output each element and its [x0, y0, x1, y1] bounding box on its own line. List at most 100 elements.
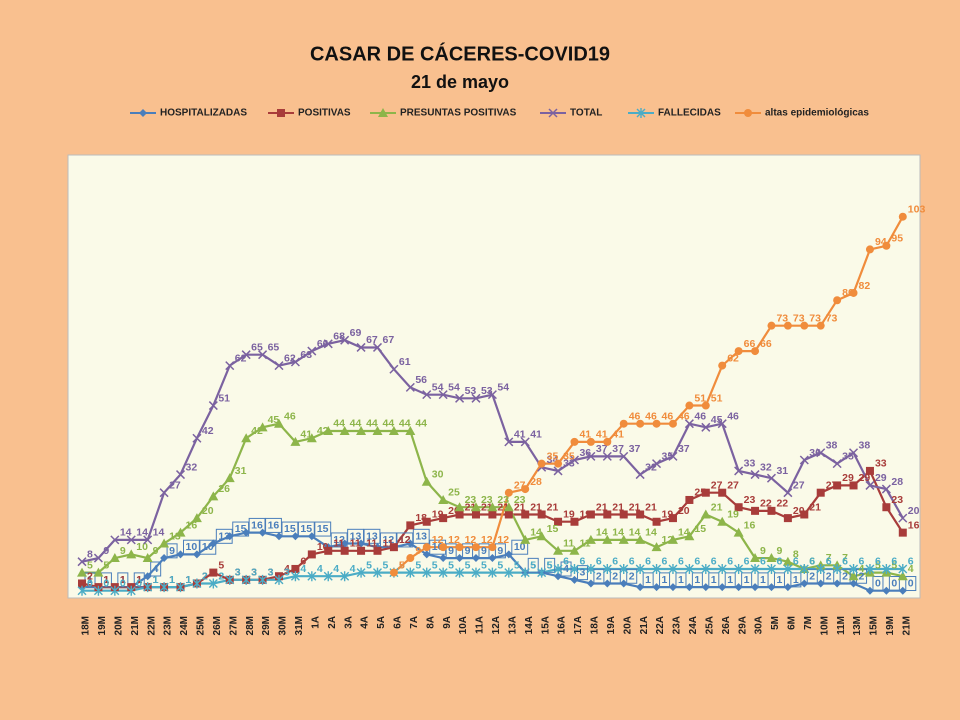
data-label: 2	[842, 570, 848, 582]
x-tick-label: 13M	[852, 616, 863, 635]
data-point	[356, 342, 366, 352]
x-tick-label: 5A	[376, 616, 387, 629]
data-label: 19	[662, 509, 674, 521]
data-point	[471, 393, 481, 403]
data-label: 20	[793, 505, 805, 517]
data-label: 10	[514, 541, 526, 553]
x-tick-label: 31M	[294, 616, 305, 635]
data-point	[258, 528, 267, 537]
data-label: 18	[415, 512, 427, 524]
data-point	[406, 539, 415, 548]
x-tick-label: 10M	[819, 616, 830, 635]
data-point	[667, 534, 678, 544]
data-point	[750, 563, 760, 574]
data-label-box	[593, 568, 605, 584]
data-label: 6	[727, 556, 733, 568]
data-label-box	[773, 572, 785, 588]
data-point	[225, 532, 234, 541]
data-label-box	[183, 539, 200, 555]
x-tick-label: 20M	[113, 616, 124, 635]
data-label: 9	[465, 545, 471, 557]
data-point	[405, 567, 415, 578]
data-point	[684, 563, 694, 574]
data-point	[77, 557, 87, 567]
data-label: 32	[645, 461, 657, 473]
data-label-box	[297, 521, 315, 537]
data-label: 46	[645, 410, 657, 422]
data-point	[767, 583, 776, 592]
data-label: 19	[563, 509, 575, 521]
data-label: 31	[776, 465, 788, 477]
data-label: 45	[711, 414, 723, 426]
data-point	[833, 579, 842, 588]
data-label: 29	[875, 472, 887, 484]
x-tick-label: 27M	[228, 616, 239, 635]
data-label: 3	[235, 567, 241, 579]
data-label: 1	[662, 574, 668, 586]
data-label: 2	[596, 570, 602, 582]
data-label-box	[790, 572, 802, 588]
data-label-box	[757, 572, 769, 588]
data-label: 65	[251, 341, 263, 353]
data-point	[274, 361, 284, 371]
data-label: 21	[530, 501, 542, 513]
data-label: 3	[251, 567, 257, 579]
data-point	[389, 568, 398, 577]
chart-subtitle: 21 de mayo	[411, 72, 509, 92]
data-label: 5	[514, 559, 520, 571]
data-point	[833, 296, 842, 305]
data-point	[257, 422, 268, 432]
data-label: 1	[103, 574, 109, 586]
x-tick-label: 9A	[442, 616, 453, 629]
data-label: 10	[186, 541, 198, 553]
data-point	[258, 574, 268, 585]
data-point	[388, 425, 399, 435]
data-point	[504, 437, 514, 447]
data-point	[603, 579, 612, 588]
data-label-box	[609, 568, 621, 584]
data-label: 82	[859, 280, 871, 292]
data-label-box	[708, 572, 720, 588]
data-label: 5	[530, 559, 536, 571]
data-point	[554, 517, 563, 526]
data-label: 6	[859, 556, 865, 568]
data-label: 5	[547, 559, 553, 571]
data-label: 44	[333, 418, 345, 430]
data-label-box	[741, 572, 753, 588]
data-label-box	[166, 543, 178, 559]
data-label: 6	[579, 556, 585, 568]
data-point	[537, 510, 546, 519]
data-label: 19	[727, 509, 739, 521]
x-tick-label: 16A	[557, 616, 568, 634]
data-label: 73	[776, 312, 788, 324]
data-label: 12	[481, 534, 493, 546]
data-point	[684, 531, 695, 541]
data-point	[520, 534, 531, 544]
data-point	[734, 503, 743, 512]
data-point	[652, 563, 662, 574]
data-point	[619, 510, 628, 519]
data-point	[800, 321, 809, 330]
data-point	[340, 539, 349, 548]
x-tick-label: 1A	[310, 616, 321, 629]
data-point	[143, 572, 152, 581]
data-point	[126, 549, 137, 559]
data-point	[537, 567, 547, 578]
data-label: 21	[645, 501, 657, 513]
data-label: 23	[514, 494, 526, 506]
data-label-box	[872, 576, 884, 592]
data-point	[192, 550, 201, 559]
data-label: 37	[596, 443, 608, 455]
data-label: 9	[760, 545, 766, 557]
data-point	[618, 534, 629, 544]
data-point	[307, 550, 316, 559]
x-tick-label: 24A	[688, 616, 699, 634]
data-label-box	[494, 543, 506, 559]
data-point	[553, 466, 563, 476]
data-label: 11	[382, 538, 393, 550]
legend-label: FALLECIDAS	[658, 108, 721, 119]
data-label: 44	[382, 418, 394, 430]
data-label: 65	[268, 341, 280, 353]
data-point	[192, 578, 202, 589]
data-label: 14	[153, 527, 165, 539]
